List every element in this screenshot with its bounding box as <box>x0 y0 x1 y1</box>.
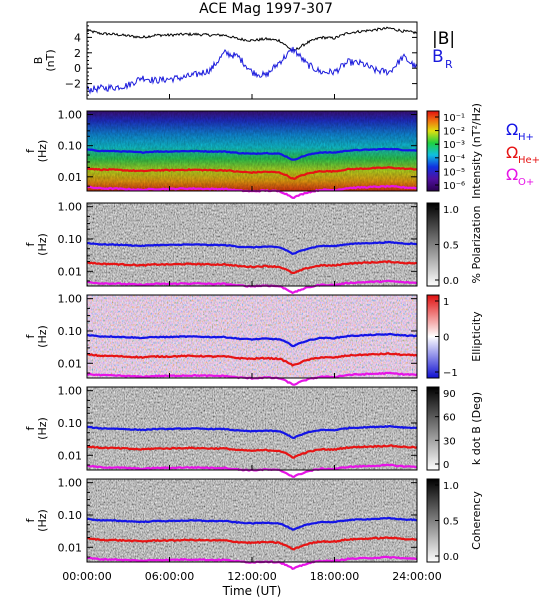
colorbar-tick-label: 10⁻² <box>443 127 465 138</box>
kdotb-panel: 1.00 0.10 0.01 f (Hz) 90 60 30 0 k dot B (Deg) <box>24 385 483 479</box>
freq-tick-label: 0.01 <box>58 449 83 462</box>
time-axis: 00:00:00 06:00:00 12:00:00 18:00:00 24:00:00 <box>62 94 442 583</box>
field-ytick-label: 2 <box>74 47 81 60</box>
colorbar-tick-label: 10⁻⁶ <box>443 181 465 192</box>
colorbar-tick-label: 1.0 <box>443 205 459 216</box>
h-plus-gyro-line <box>86 332 418 348</box>
colorbar-tick-label: 10⁻¹ <box>443 113 465 124</box>
freq-ylabel-unit: (Hz) <box>36 417 49 440</box>
h-plus-gyro-line <box>86 516 417 531</box>
freq-tick-label: 1.00 <box>58 385 83 398</box>
b-radial-line <box>86 46 418 95</box>
colorbar-tick-label: 90 <box>443 389 456 400</box>
freq-ylabel: f <box>24 148 37 153</box>
legend-b-magnitude: |B| <box>432 29 455 49</box>
coherency-colorbar-label: Coherency <box>470 491 483 550</box>
coherency-panel: 1.00 0.10 0.01 f (Hz) 1.0 0.5 0.0 Coherency <box>24 477 483 570</box>
legend-o-plus-subscript: O+ <box>518 177 534 188</box>
freq-ylabel-unit: (Hz) <box>36 140 49 163</box>
time-tick-label: 18:00:00 <box>310 570 359 583</box>
field-ytick-label: −2 <box>65 78 81 91</box>
freq-tick-label: 0.10 <box>58 509 83 522</box>
field-ylabel-unit: (nT) <box>44 49 57 71</box>
freq-ylabel: f <box>24 333 37 338</box>
ellipticity-panel: 1.00 0.10 0.01 f (Hz) 1 0 −1 Ellipticity <box>24 293 483 386</box>
colorbar-tick-label: 0 <box>443 460 449 471</box>
he-plus-gyro-line <box>86 536 418 551</box>
freq-ylabel-unit: (Hz) <box>36 509 49 532</box>
field-ylabel: B <box>32 57 45 65</box>
legend-h-plus-subscript: H+ <box>518 132 534 143</box>
freq-tick-label: 0.01 <box>58 357 83 370</box>
time-tick-label: 12:00:00 <box>227 570 276 583</box>
coherency-texture <box>87 479 417 562</box>
intensity-colorbar <box>426 110 440 192</box>
h-plus-gyro-line <box>86 424 418 440</box>
colorbar-tick-label: 0.5 <box>443 241 459 252</box>
legend-b-radial-subscript: R <box>445 58 453 71</box>
colorbar-tick-label: 30 <box>443 436 456 447</box>
colorbar-tick-label: 0.0 <box>443 552 459 563</box>
freq-ylabel-unit: (Hz) <box>36 325 49 348</box>
freq-tick-label: 0.10 <box>58 233 83 246</box>
colorbar-tick-label: −1 <box>443 368 458 379</box>
colorbar-tick-label: 0 <box>443 333 449 344</box>
x-axis-label: Time (UT) <box>222 584 282 598</box>
he-plus-gyro-line <box>86 166 418 180</box>
intensity-colorbar-label: Intensity (nT²/Hz) <box>470 103 483 199</box>
colorbar-tick-label: 0.5 <box>443 517 459 528</box>
freq-ylabel-unit: (Hz) <box>36 233 49 256</box>
colorbar-tick-label: 10⁻³ <box>443 140 465 151</box>
time-tick-label: 00:00:00 <box>62 570 111 583</box>
freq-tick-label: 0.10 <box>58 325 83 338</box>
kdotb-colorbar <box>426 386 440 471</box>
freq-ylabel: f <box>24 425 37 430</box>
legend-he-plus-subscript: He+ <box>518 155 540 166</box>
gyro-legend: Ω H+Ω He+Ω O+ <box>506 120 540 188</box>
legend-he-plus: Ω <box>506 143 518 162</box>
he-plus-gyro-line <box>86 352 418 367</box>
freq-tick-label: 1.00 <box>58 109 83 122</box>
ellipticity-texture <box>87 295 417 378</box>
polarization-colorbar-label: % Polarization <box>470 206 483 284</box>
colorbar-tick-label: 60 <box>443 413 456 424</box>
freq-tick-label: 0.01 <box>58 541 83 554</box>
freq-tick-label: 1.00 <box>58 293 83 306</box>
legend-b-radial: B <box>432 47 444 67</box>
legend-o-plus: Ω <box>506 165 518 184</box>
figure-title: ACE Mag 1997-307 <box>199 1 333 17</box>
time-tick-label: 24:00:00 <box>392 570 441 583</box>
colorbar-tick-label: 1 <box>443 297 449 308</box>
field-ytick-label: 4 <box>74 31 81 44</box>
legend-h-plus: Ω <box>506 120 518 139</box>
freq-tick-label: 0.01 <box>58 265 83 278</box>
freq-tick-label: 0.10 <box>58 417 83 430</box>
freq-tick-label: 0.10 <box>58 140 83 153</box>
field-ytick-label: 0 <box>74 62 81 75</box>
polarization-panel: 1.00 0.10 0.01 f (Hz) 1.0 0.5 0.0 % Polarization <box>24 201 483 295</box>
he-plus-gyro-line <box>86 444 418 459</box>
field-frame <box>86 21 418 100</box>
he-plus-gyro-line <box>86 260 418 274</box>
freq-tick-label: 1.00 <box>58 477 83 490</box>
colorbar-tick-label: 10⁻⁵ <box>443 167 465 178</box>
h-plus-gyro-line <box>86 240 418 255</box>
colorbar-tick-label: 1.0 <box>443 481 459 492</box>
kdotb-colorbar-label: k dot B (Deg) <box>470 392 483 465</box>
intensity-panel: 1.00 0.10 0.01 f (Hz) 10⁻¹ 10⁻² 10⁻³ 10⁻⁴ 10⁻⁵ 10⁻… <box>24 103 483 200</box>
colorbar-tick-label: 0.0 <box>443 276 459 287</box>
ellipticity-colorbar-label: Ellipticity <box>470 311 483 362</box>
colorbar-tick-label: 10⁻⁴ <box>443 154 465 165</box>
freq-tick-label: 0.01 <box>58 171 83 184</box>
time-tick-label: 06:00:00 <box>145 570 194 583</box>
freq-tick-label: 1.00 <box>58 201 83 214</box>
b-magnitude-line <box>86 26 418 52</box>
freq-ylabel: f <box>24 241 37 246</box>
freq-ylabel: f <box>24 517 37 522</box>
o-plus-gyro-line <box>86 371 418 386</box>
h-plus-gyro-line <box>87 147 418 161</box>
